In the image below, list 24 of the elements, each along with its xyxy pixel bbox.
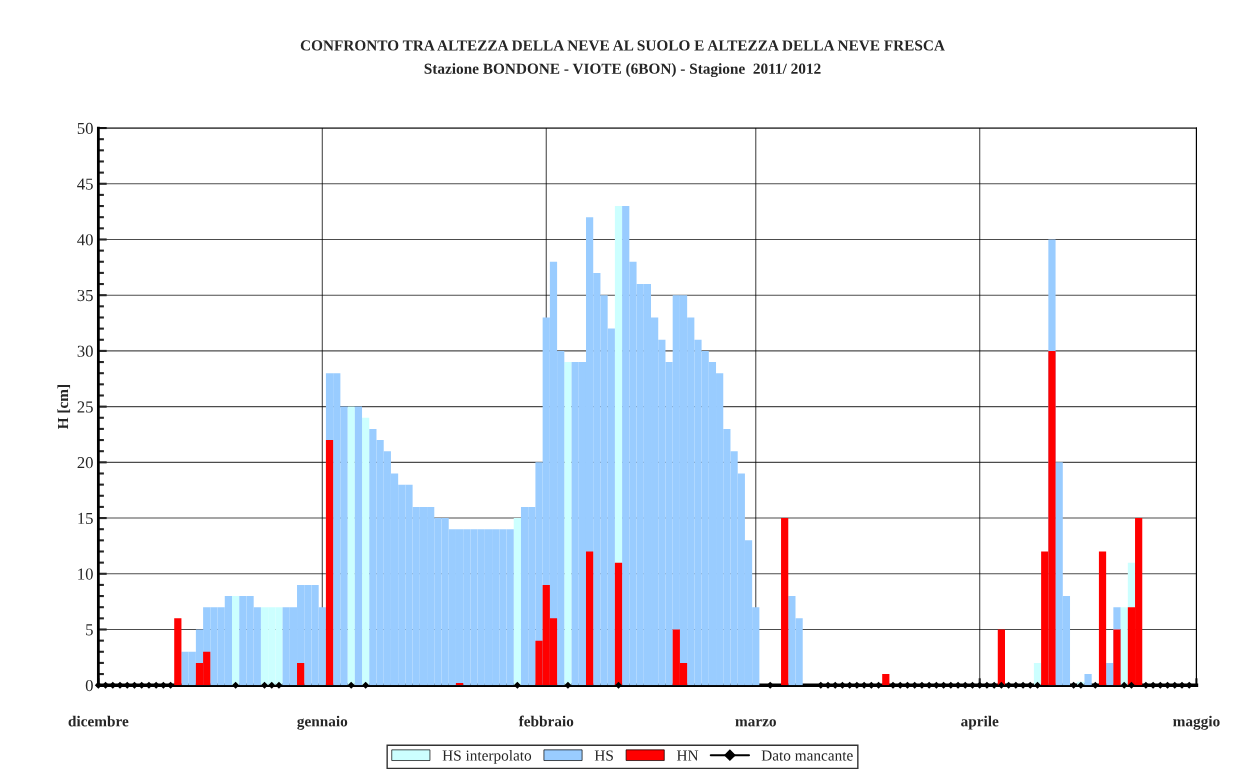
y-axis-title: H [cm] [57, 385, 71, 430]
y-tick-label: 35 [77, 289, 93, 302]
y-tick-label: 50 [77, 122, 93, 134]
y-tick-label: 25 [77, 401, 93, 413]
legend-label: HN [676, 750, 699, 761]
x-tick-label: dicembre [68, 715, 129, 727]
x-tick-label: gennaio [297, 715, 348, 730]
legend-label: HS [594, 750, 613, 761]
y-tick-label: 45 [77, 178, 93, 190]
x-tick-label: aprile [961, 715, 999, 730]
y-tick-label: 20 [77, 457, 93, 469]
y-tick-label: 0 [85, 679, 93, 692]
x-tick-label: maggio [1173, 715, 1220, 730]
y-tick-label: 30 [77, 345, 93, 357]
x-tick-label: marzo [735, 719, 776, 727]
chart-title: CONFRONTO TRA ALTEZZA DELLA NEVE AL SUOLO E ALTEZZA DELLA NEVE FRESCA [300, 40, 945, 51]
y-tick-label: 5 [86, 624, 93, 636]
y-tick-label: 15 [78, 512, 93, 524]
legend-label: Dato mancante [761, 750, 853, 761]
x-tick-label: febbraio [518, 715, 574, 727]
y-tick-label: 10 [78, 568, 93, 580]
legend-label: HS interpolato [442, 749, 532, 764]
chart-subtitle: Stazione BONDONE - VIOTE (6BON) - Stagione 2011/ 2012 [424, 63, 821, 78]
y-tick-label: 40 [77, 234, 93, 246]
